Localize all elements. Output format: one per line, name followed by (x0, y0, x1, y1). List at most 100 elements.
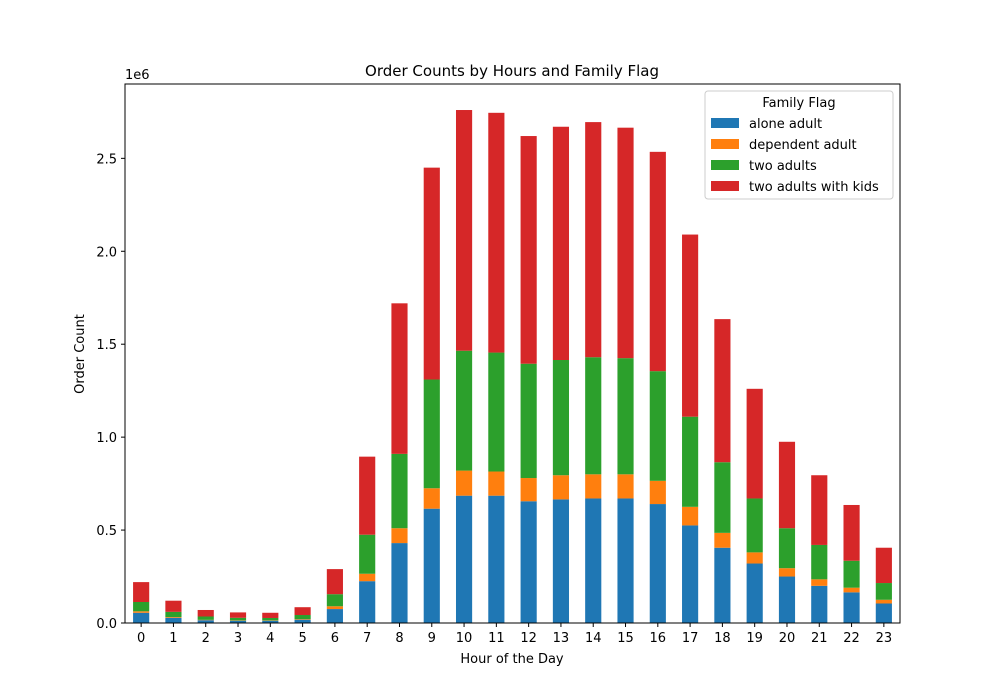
y-tick-label: 2.0 (96, 245, 117, 260)
x-tick-label: 20 (779, 631, 796, 646)
x-tick-label: 9 (428, 631, 436, 646)
bar-dependent-adult-hour-8 (391, 528, 408, 544)
x-tick-label: 12 (520, 631, 537, 646)
bar-alone-adult-hour-11 (488, 495, 505, 623)
bar-dependent-adult-hour-22 (843, 587, 860, 593)
y-tick-label: 0.0 (96, 617, 117, 632)
bar-two-adults-with-kids-hour-5 (294, 607, 311, 616)
y-tick-label: 1.0 (96, 431, 117, 446)
bar-alone-adult-hour-6 (326, 609, 343, 623)
bar-two-adults-with-kids-hour-6 (326, 569, 343, 595)
bar-two-adults-with-kids-hour-14 (585, 122, 602, 358)
x-tick-label: 16 (650, 631, 667, 646)
bar-alone-adult-hour-16 (649, 504, 666, 623)
bar-two-adults-hour-8 (391, 453, 408, 529)
bar-dependent-adult-hour-23 (875, 599, 892, 604)
y-scale-label: 1e6 (125, 68, 150, 83)
bar-two-adults-with-kids-hour-17 (682, 234, 699, 417)
bar-two-adults-hour-2 (197, 616, 214, 620)
x-tick-label: 18 (714, 631, 731, 646)
bar-alone-adult-hour-21 (811, 585, 828, 623)
bar-two-adults-hour-23 (875, 583, 892, 600)
x-tick-label: 17 (682, 631, 699, 646)
bar-two-adults-hour-5 (294, 615, 311, 620)
bar-dependent-adult-hour-13 (552, 475, 570, 500)
x-tick-label: 15 (617, 631, 634, 646)
x-tick-label: 7 (363, 631, 371, 646)
chart-title: Order Counts by Hours and Family Flag (365, 62, 659, 80)
bar-two-adults-hour-0 (133, 602, 150, 612)
bar-two-adults-with-kids-hour-21 (811, 475, 828, 545)
bar-two-adults-hour-9 (423, 379, 440, 489)
bar-two-adults-hour-1 (165, 611, 182, 618)
bar-two-adults-hour-20 (778, 528, 796, 569)
x-tick-label: 0 (137, 631, 145, 646)
bar-dependent-adult-hour-15 (617, 474, 634, 499)
bar-two-adults-hour-14 (585, 357, 602, 475)
bar-dependent-adult-hour-5 (294, 619, 311, 620)
bar-alone-adult-hour-14 (585, 498, 602, 623)
bar-two-adults-with-kids-hour-16 (649, 151, 666, 372)
x-tick-label: 19 (746, 631, 763, 646)
bar-two-adults-hour-4 (262, 617, 279, 621)
bar-two-adults-hour-11 (488, 352, 505, 472)
legend-label-dependent-adult: dependent adult (749, 138, 857, 153)
bar-dependent-adult-hour-21 (811, 579, 828, 586)
bar-alone-adult-hour-20 (778, 576, 796, 623)
bar-dependent-adult-hour-20 (778, 568, 796, 577)
x-tick-label: 21 (811, 631, 828, 646)
bar-two-adults-with-kids-hour-23 (875, 547, 892, 584)
x-tick-label: 10 (456, 631, 473, 646)
bar-two-adults-with-kids-hour-9 (423, 167, 440, 380)
bar-alone-adult-hour-7 (359, 581, 376, 623)
bar-two-adults-with-kids-hour-7 (359, 456, 376, 535)
bar-alone-adult-hour-23 (875, 603, 892, 623)
bar-dependent-adult-hour-19 (746, 552, 763, 564)
x-tick-label: 14 (585, 631, 602, 646)
bar-dependent-adult-hour-18 (714, 532, 731, 548)
x-tick-label: 2 (202, 631, 210, 646)
bar-two-adults-hour-19 (746, 498, 763, 553)
bar-dependent-adult-hour-12 (520, 478, 537, 502)
bar-dependent-adult-hour-17 (682, 506, 699, 526)
legend-label-two-adults-with-kids: two adults with kids (749, 180, 879, 195)
bar-dependent-adult-hour-16 (649, 480, 666, 505)
bar-two-adults-with-kids-hour-10 (455, 110, 473, 351)
legend-label-two-adults: two adults (749, 159, 817, 174)
y-axis-label: Order Count (73, 314, 88, 394)
legend-swatch-two-adults (711, 160, 739, 170)
plot-frame (124, 83, 901, 624)
legend-swatch-alone-adult (711, 118, 739, 128)
bar-alone-adult-hour-9 (423, 508, 440, 623)
bar-dependent-adult-hour-14 (585, 474, 602, 499)
bar-alone-adult-hour-4 (262, 620, 279, 623)
x-tick-label: 3 (234, 631, 242, 646)
bar-alone-adult-hour-2 (197, 620, 214, 623)
bar-alone-adult-hour-5 (294, 619, 311, 623)
x-tick-label: 23 (876, 631, 893, 646)
bar-two-adults-with-kids-hour-11 (488, 112, 505, 353)
bar-two-adults-with-kids-hour-15 (617, 127, 634, 359)
bar-dependent-adult-hour-7 (359, 573, 376, 582)
bar-two-adults-hour-18 (714, 462, 731, 533)
bar-two-adults-hour-15 (617, 358, 634, 475)
bar-two-adults-hour-10 (455, 350, 473, 471)
bar-dependent-adult-hour-1 (165, 617, 182, 618)
axes-group: 0 1 2 3 4 5 6 7 8 9 10 11 12 13 14 15 16 17 18 19 20 21 22 230.… (96, 152, 892, 646)
y-tick-label: 2.5 (96, 152, 117, 167)
bar-alone-adult-hour-17 (682, 525, 699, 623)
bar-two-adults-hour-3 (229, 617, 247, 621)
bar-two-adults-with-kids-hour-3 (229, 612, 247, 618)
bar-alone-adult-hour-10 (455, 495, 473, 623)
bar-alone-adult-hour-1 (165, 617, 182, 623)
x-tick-label: 5 (298, 631, 306, 646)
bar-alone-adult-hour-15 (617, 498, 634, 623)
bar-two-adults-with-kids-hour-0 (133, 582, 150, 602)
legend-swatch-dependent-adult (711, 139, 739, 149)
x-tick-label: 4 (266, 631, 274, 646)
bar-two-adults-with-kids-hour-1 (165, 600, 182, 612)
x-tick-label: 1 (169, 631, 177, 646)
bar-two-adults-with-kids-hour-13 (552, 126, 570, 361)
legend-swatch-two-adults-with-kids (711, 181, 739, 191)
